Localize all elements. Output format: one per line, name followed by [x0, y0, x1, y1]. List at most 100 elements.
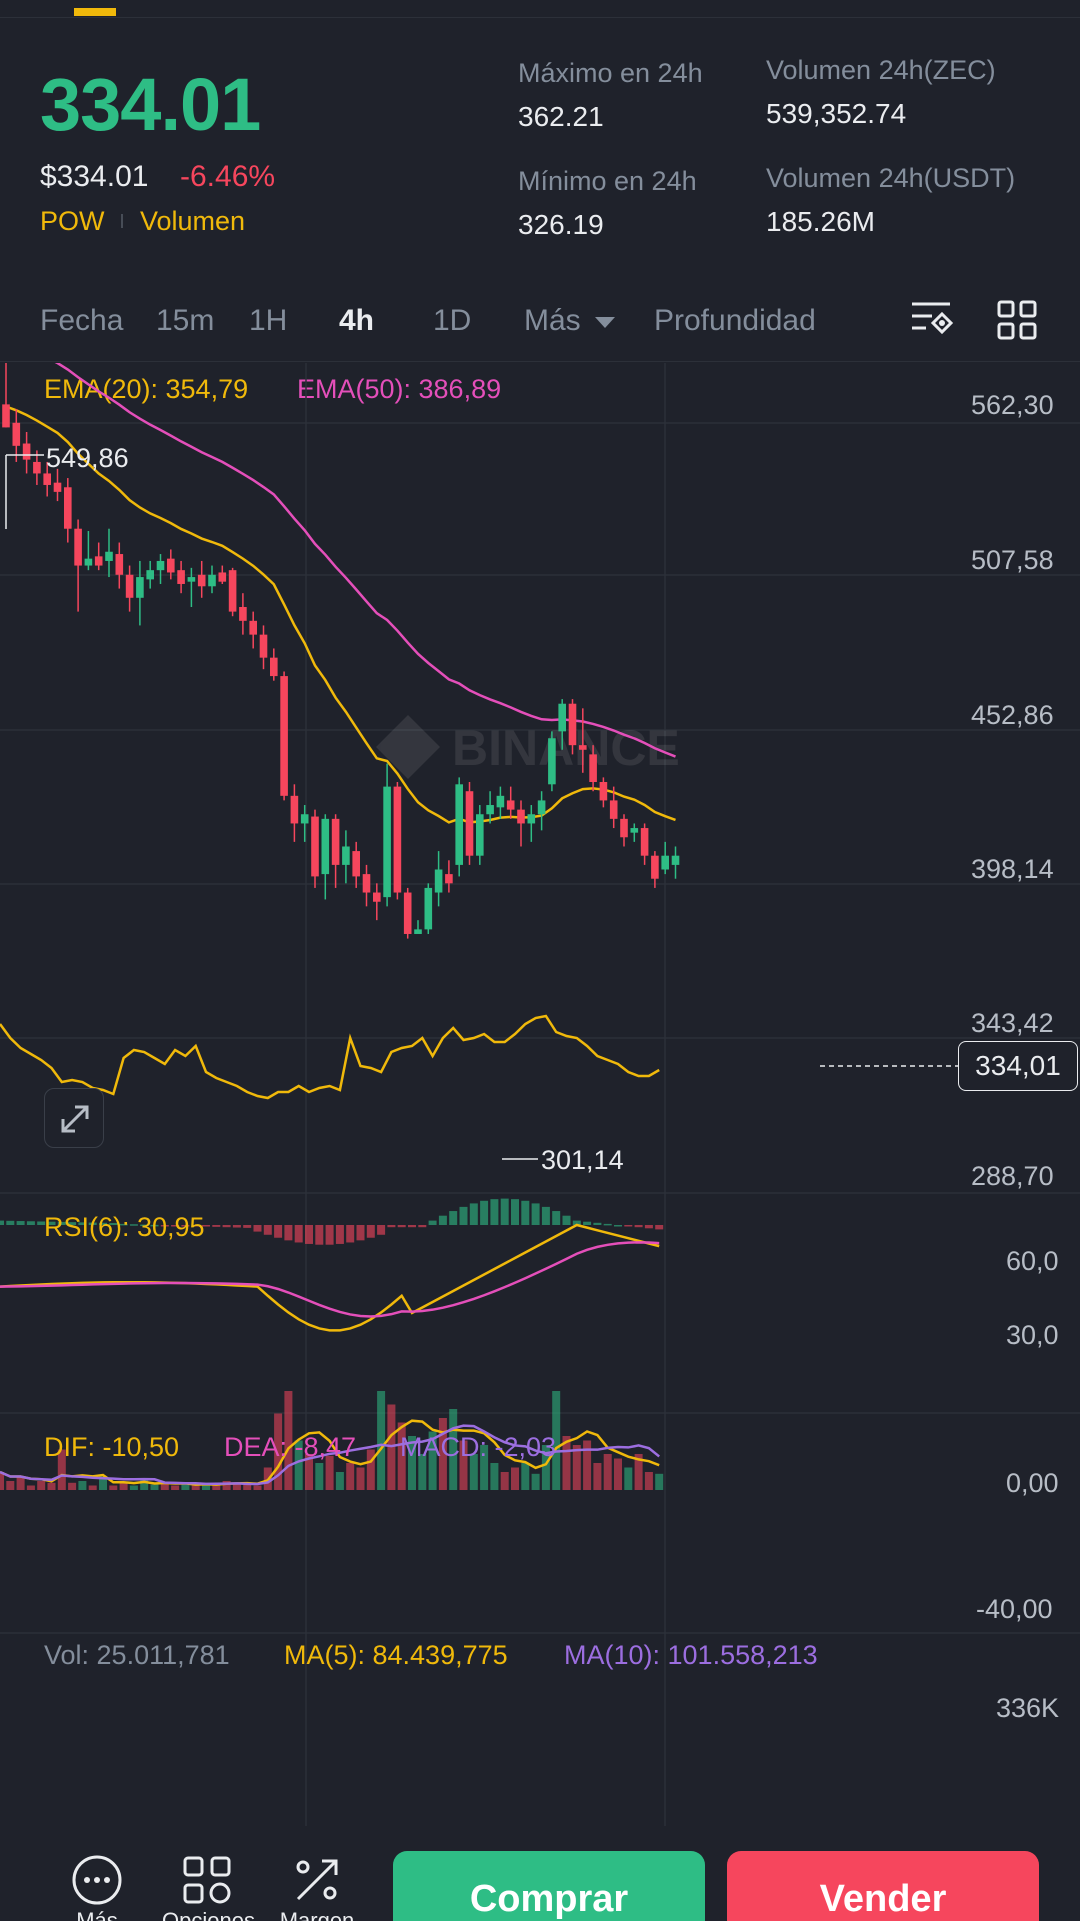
- tab-1d[interactable]: 1D: [433, 304, 472, 337]
- volume-bar: [346, 1463, 355, 1490]
- vol-legend: Vol: 25.011,781: [44, 1640, 230, 1670]
- buy-button[interactable]: Comprar: [393, 1851, 705, 1921]
- macd-bar: [0, 1220, 4, 1225]
- low-24h-value: 326.19: [518, 209, 604, 240]
- fullscreen-button[interactable]: [44, 1088, 104, 1148]
- macd-bar: [490, 1199, 499, 1225]
- margin-icon[interactable]: [290, 1853, 344, 1907]
- macd-bar: [57, 1221, 66, 1225]
- volume-bar: [593, 1463, 602, 1490]
- macd-bar: [418, 1225, 427, 1228]
- candle-body: [290, 795, 299, 824]
- macd-bar: [99, 1222, 107, 1225]
- candle-body: [362, 874, 371, 893]
- macd-bar: [583, 1221, 592, 1225]
- macd-bar: [356, 1225, 365, 1241]
- volume-bar: [500, 1472, 509, 1490]
- macd-bar: [274, 1225, 283, 1238]
- tab-fecha[interactable]: Fecha: [40, 304, 124, 337]
- low-marker-label: 301,14: [541, 1145, 624, 1175]
- macd-bar: [438, 1215, 447, 1225]
- volume-bar: [253, 1485, 262, 1490]
- candle-body: [476, 814, 484, 856]
- macd-bar: [335, 1225, 344, 1244]
- macd-bar: [129, 1224, 138, 1226]
- candle-body: [424, 887, 433, 930]
- tag-volume[interactable]: Volumen: [140, 206, 246, 236]
- tab-more[interactable]: Más: [524, 304, 616, 338]
- options-icon[interactable]: [180, 1853, 234, 1907]
- macd-bar: [119, 1223, 128, 1226]
- macd-bar: [614, 1225, 622, 1227]
- tab-15m[interactable]: 15m: [156, 304, 215, 337]
- volume-bar: [99, 1476, 107, 1490]
- candle-body: [445, 874, 453, 884]
- volume-bar: [109, 1485, 118, 1490]
- candle-body: [125, 574, 134, 598]
- rsi-line: [0, 1014, 660, 1100]
- macd-bar: [26, 1221, 35, 1225]
- volume-bar: [624, 1467, 633, 1490]
- volume-bar: [57, 1449, 66, 1490]
- volume-bar: [356, 1467, 365, 1490]
- macd-bar: [655, 1225, 664, 1230]
- macd-bar: [562, 1215, 571, 1225]
- candle-body: [74, 528, 82, 566]
- macd-bar: [232, 1225, 241, 1228]
- candle-body: [105, 551, 113, 561]
- volume-bar: [129, 1485, 138, 1490]
- macd-bar: [387, 1225, 396, 1228]
- candle-body: [671, 855, 680, 865]
- sell-button[interactable]: Vender: [727, 1851, 1039, 1921]
- tag-pow[interactable]: POW: [40, 206, 105, 236]
- indicator-settings-icon[interactable]: [910, 298, 954, 342]
- candle-body: [434, 869, 443, 893]
- tab-4h[interactable]: 4h: [339, 304, 375, 337]
- candle-body: [321, 818, 330, 875]
- macd-bar: [500, 1198, 509, 1225]
- candle-body: [383, 786, 391, 898]
- macd-bar: [222, 1225, 231, 1228]
- macd-bar: [253, 1225, 262, 1232]
- price-chart[interactable]: BINANCE 549,86 301,14: [0, 363, 1080, 1826]
- candle-body: [249, 620, 257, 635]
- volume-bar: [490, 1463, 499, 1490]
- dea-line: [0, 1241, 660, 1318]
- binance-watermark: BINANCE: [376, 715, 680, 779]
- top-divider: [0, 0, 1080, 18]
- macd-bar: [397, 1225, 406, 1228]
- macd-bar: [263, 1225, 272, 1235]
- vol-base-value: 539,352.74: [766, 98, 907, 129]
- candle-body: [630, 828, 639, 833]
- candle-body: [2, 404, 10, 428]
- more-icon[interactable]: [70, 1853, 124, 1907]
- macd-bar: [593, 1222, 602, 1225]
- tab-1h[interactable]: 1H: [249, 304, 288, 337]
- change-percent: -6.46%: [180, 160, 276, 193]
- macd-bar: [480, 1200, 489, 1225]
- dea-legend: DEA: -8,47: [224, 1432, 357, 1462]
- volume-bar: [232, 1482, 241, 1490]
- low-24h-label: Mínimo en 24h: [518, 166, 697, 196]
- candle-body: [22, 443, 31, 460]
- macd-bar: [603, 1223, 612, 1226]
- macd-bar: [294, 1225, 303, 1243]
- high-marker-label: 549,86: [46, 443, 129, 473]
- volume-bar: [459, 1440, 468, 1490]
- vol-ma10-legend: MA(10): 101.558,213: [564, 1640, 818, 1670]
- tab-depth[interactable]: Profundidad: [654, 304, 816, 337]
- last-price: 334.01: [40, 63, 261, 146]
- volume-bar: [68, 1482, 77, 1490]
- macd-bar: [377, 1225, 386, 1235]
- volume-bar: [243, 1484, 252, 1490]
- candle-body: [280, 676, 288, 796]
- macd-bar: [325, 1225, 334, 1245]
- layout-grid-icon[interactable]: [997, 300, 1037, 340]
- volume-bar: [88, 1485, 97, 1490]
- macd-bar: [459, 1206, 468, 1225]
- volume-bar: [552, 1391, 561, 1490]
- ema20-legend: EMA(20): 354,79: [44, 374, 249, 404]
- active-tab-indicator: [74, 8, 116, 16]
- candles-group: [2, 363, 680, 939]
- volume-bar: [202, 1482, 210, 1490]
